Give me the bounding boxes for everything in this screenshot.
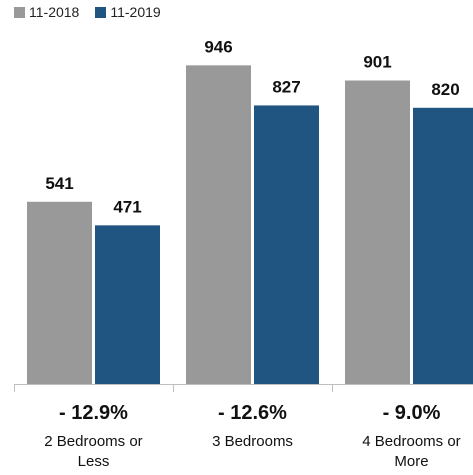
legend-label-2019: 11-2019 xyxy=(110,4,161,20)
change-label-2: - 9.0% xyxy=(383,402,441,424)
data-label-11-2019-1: 827 xyxy=(272,77,300,96)
bar-11-2019-1 xyxy=(254,105,319,384)
bar-11-2018-0 xyxy=(27,201,92,384)
data-label-11-2019-2: 820 xyxy=(431,80,459,99)
data-label-11-2018-2: 901 xyxy=(363,53,391,72)
category-label-1-0: 3 Bedrooms xyxy=(212,433,293,450)
category-label-2-0: 4 Bedrooms or xyxy=(362,433,460,450)
change-label-0: - 12.9% xyxy=(59,402,128,424)
bar-11-2018-1 xyxy=(186,65,251,385)
legend-label-2018: 11-2018 xyxy=(29,4,80,20)
bar-11-2019-2 xyxy=(413,107,473,384)
category-label-2-1: More xyxy=(394,453,428,470)
legend-swatch-2019 xyxy=(95,6,107,18)
data-label-11-2018-0: 541 xyxy=(45,174,73,193)
category-label-0-0: 2 Bedrooms or xyxy=(44,433,142,450)
bar-11-2018-2 xyxy=(345,80,410,385)
legend-item-2018: 11-2018 xyxy=(14,4,79,20)
legend-item-2019: 11-2019 xyxy=(95,4,161,20)
legend-swatch-2018 xyxy=(14,6,25,18)
category-label-0-1: Less xyxy=(78,453,110,470)
bar-11-2019-0 xyxy=(95,225,160,384)
legend: 11-2018 11-2019 xyxy=(14,4,161,20)
data-label-11-2018-1: 946 xyxy=(204,37,232,56)
change-label-1: - 12.6% xyxy=(218,402,287,424)
data-label-11-2019-0: 471 xyxy=(113,197,141,216)
